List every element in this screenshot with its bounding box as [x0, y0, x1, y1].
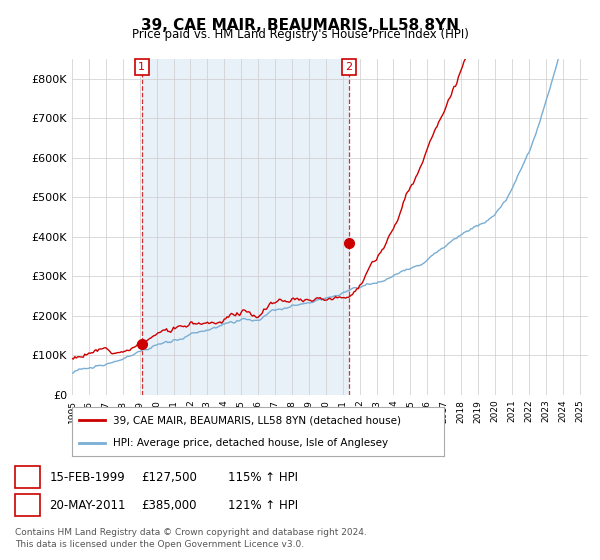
Text: 39, CAE MAIR, BEAUMARIS, LL58 8YN (detached house): 39, CAE MAIR, BEAUMARIS, LL58 8YN (detac…: [113, 416, 401, 426]
Text: 2: 2: [346, 62, 353, 72]
Text: Contains HM Land Registry data © Crown copyright and database right 2024.
This d: Contains HM Land Registry data © Crown c…: [15, 528, 367, 549]
Text: Price paid vs. HM Land Registry's House Price Index (HPI): Price paid vs. HM Land Registry's House …: [131, 28, 469, 41]
Text: 1: 1: [138, 62, 145, 72]
Text: 15-FEB-1999: 15-FEB-1999: [49, 470, 125, 484]
Text: 20-MAY-2011: 20-MAY-2011: [49, 498, 126, 512]
Text: 115% ↑ HPI: 115% ↑ HPI: [228, 470, 298, 484]
Text: 121% ↑ HPI: 121% ↑ HPI: [228, 498, 298, 512]
Text: 39, CAE MAIR, BEAUMARIS, LL58 8YN: 39, CAE MAIR, BEAUMARIS, LL58 8YN: [141, 18, 459, 33]
Bar: [142, 59, 349, 395]
Text: £385,000: £385,000: [141, 498, 197, 512]
Text: HPI: Average price, detached house, Isle of Anglesey: HPI: Average price, detached house, Isle…: [113, 438, 388, 448]
Text: £127,500: £127,500: [141, 470, 197, 484]
Text: 1: 1: [23, 470, 32, 484]
Text: 2: 2: [23, 498, 32, 512]
